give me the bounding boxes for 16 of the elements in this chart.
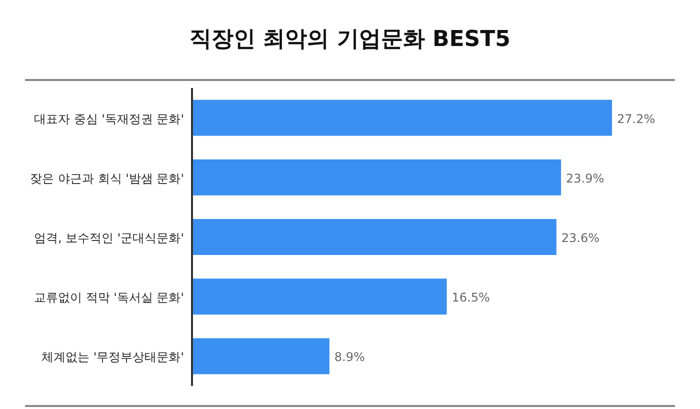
y-tick-label: 잦은 야근과 회식 '밤샘 문화' [30,171,184,186]
y-tick-label: 교류없이 적막 '독서실 문화' [34,290,184,305]
bar [192,159,562,196]
bar [192,338,330,374]
bar [192,100,612,136]
data-label: 8.9% [334,350,365,364]
bar [192,219,556,255]
data-label: 23.6% [561,231,600,245]
chart-title: 직장인 최악의 기업문화 BEST5 [190,27,510,52]
y-tick-label: 엄격, 보수적인 '군대식문화' [34,231,184,245]
data-label: 16.5% [452,290,490,305]
y-tick-label: 체계없는 '무정부상태문화' [42,350,184,364]
data-label: 23.9% [566,171,604,186]
y-tick-label: 대표자 중심 '독재정권 문화' [34,112,184,126]
data-label: 27.2% [617,112,656,126]
bar [192,278,447,315]
